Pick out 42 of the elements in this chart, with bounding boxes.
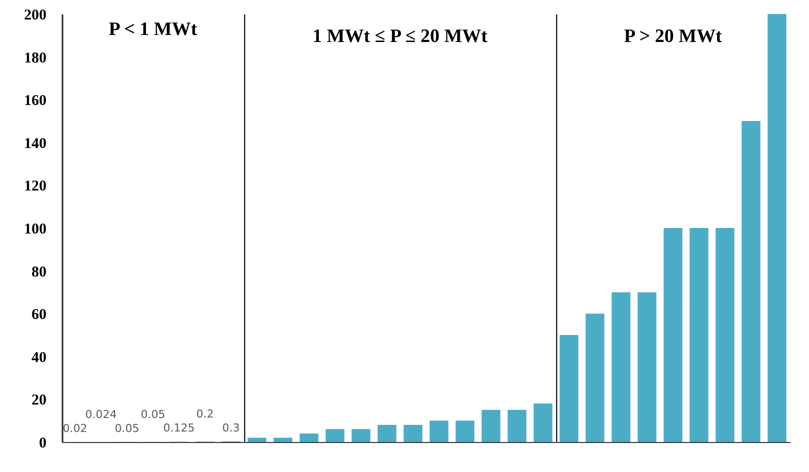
- data-label: 0.05: [114, 422, 140, 435]
- y-tick-label: 120: [24, 178, 46, 195]
- bar: [534, 403, 552, 442]
- y-tick-label: 20: [32, 392, 46, 409]
- bar: [378, 424, 396, 442]
- y-tick-label: 140: [24, 136, 46, 152]
- data-label: 0.3: [222, 421, 240, 434]
- bar: [560, 335, 578, 442]
- bar: [768, 14, 786, 442]
- data-label: 0.02: [62, 422, 88, 435]
- bar: [430, 420, 448, 442]
- data-label: 0.125: [163, 422, 195, 435]
- y-tick-label: 200: [24, 8, 46, 24]
- bar: [482, 410, 500, 442]
- y-tick-label: 0: [39, 436, 46, 452]
- bar: [742, 121, 760, 442]
- y-tick-label: 40: [32, 350, 46, 366]
- y-tick-label: 160: [24, 93, 46, 110]
- text: 1 MWt ≤ P ≤ 20 MWt: [312, 26, 488, 47]
- bar: [716, 228, 734, 442]
- data-label: 0.024: [85, 408, 117, 421]
- bar: [248, 438, 266, 442]
- y-tick-label: 80: [32, 264, 46, 280]
- bar: [638, 292, 656, 442]
- bar: [690, 228, 708, 442]
- bar: [300, 433, 318, 442]
- bar: [404, 424, 422, 442]
- y-tick-label: 60: [32, 307, 46, 324]
- bar: [612, 292, 630, 442]
- bar: [274, 438, 292, 442]
- y-tick-label: 180: [24, 50, 46, 66]
- bar: [586, 314, 604, 442]
- bar: [352, 429, 370, 442]
- bar: [326, 429, 344, 442]
- text: P > 20 MWt: [624, 26, 723, 47]
- bar: [508, 410, 526, 442]
- data-label: 0.2: [196, 408, 214, 421]
- chart-title: P < 1 MWt: [108, 19, 198, 40]
- bar: [664, 228, 682, 442]
- y-tick-label: 100: [24, 222, 46, 238]
- bar: [456, 420, 474, 442]
- data-label: 0.05: [140, 408, 166, 421]
